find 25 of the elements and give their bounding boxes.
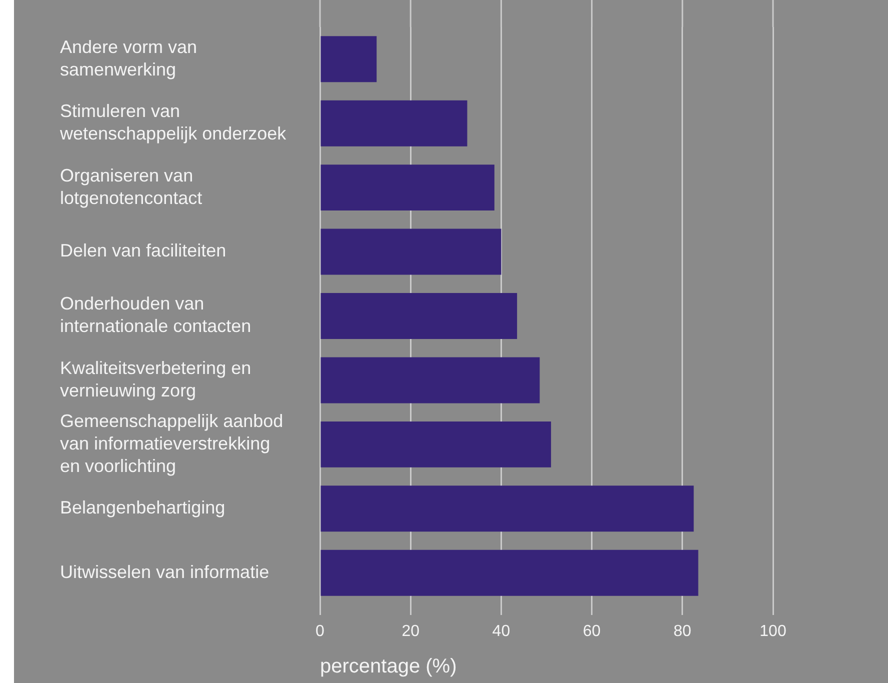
y-tick-label: Onderhouden van internationale contacten: [60, 294, 252, 336]
bar: [320, 228, 502, 275]
x-tick-label: 0: [316, 623, 325, 640]
bar: [320, 550, 698, 596]
bar: [320, 100, 468, 146]
bar: [320, 164, 494, 211]
x-tick-label: 100: [760, 623, 786, 640]
x-tick-label: 80: [674, 623, 692, 640]
bar: [320, 293, 518, 339]
x-tick-label: 20: [402, 623, 420, 640]
bar: [320, 421, 552, 468]
x-axis-title: percentage (%): [320, 656, 457, 678]
y-tick-label: Organiseren van lotgenotencontact: [60, 165, 202, 208]
y-tick-label: Andere vorm van samenwerking: [60, 36, 198, 80]
y-tick-label: Gemeenschappelijk aanbod van informatieverstrekking en voorlichting: [60, 410, 284, 476]
y-tick-label: Stimuleren van wetenschappelijk onderzoek: [59, 101, 288, 144]
bar: [320, 36, 377, 82]
y-tick-label: Uitwisselen van informatie: [60, 562, 270, 582]
y-tick-label: Kwaliteitsverbetering en vernieuwing zorg: [60, 358, 252, 400]
y-tick-label: Delen van faciliteiten: [60, 240, 226, 261]
x-tick-label: 60: [582, 623, 601, 640]
x-tick-label: 40: [492, 623, 510, 640]
y-tick-label: Belangenbehartiging: [60, 498, 226, 518]
bar: [320, 357, 540, 404]
bar: [320, 486, 694, 532]
